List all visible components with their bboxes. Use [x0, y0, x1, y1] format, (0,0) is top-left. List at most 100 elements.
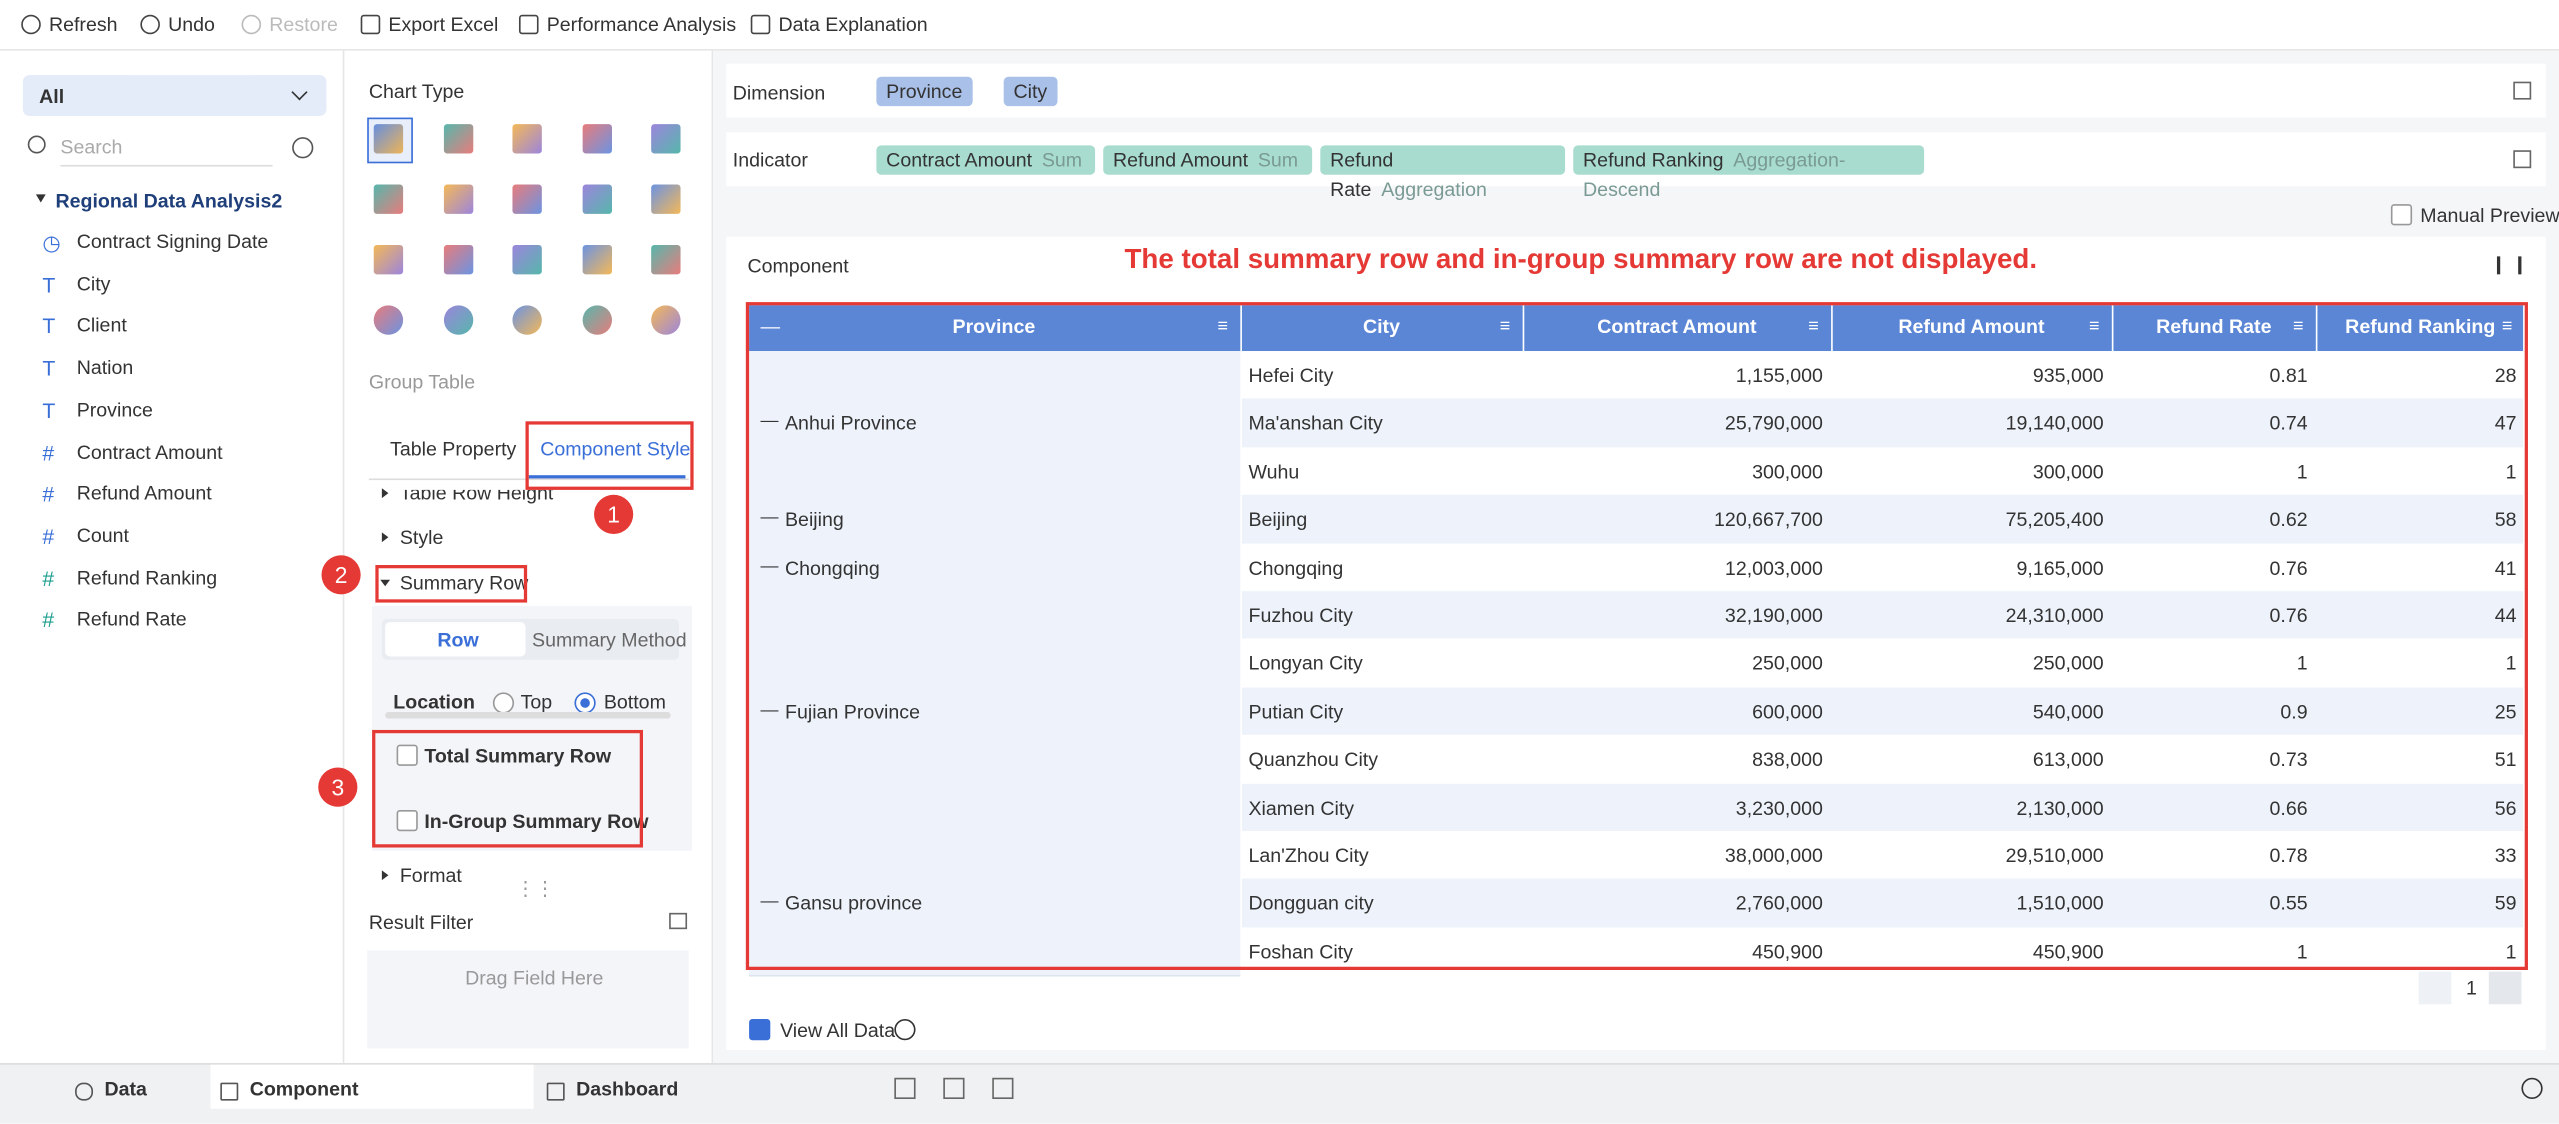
checkbox[interactable] [2390, 204, 2413, 226]
add-icon[interactable] [894, 1077, 916, 1100]
collapse-button[interactable] [2521, 1077, 2543, 1100]
toolbar-button[interactable]: Data Explanation [778, 13, 928, 36]
search-input[interactable]: Search [60, 136, 273, 167]
column-header[interactable]: City [1362, 315, 1400, 339]
section-title: Chart Type [368, 80, 465, 103]
chart-type-icon[interactable] [443, 124, 473, 154]
chart-type-icon[interactable] [443, 305, 473, 335]
table-cell: Fuzhou City [1248, 604, 1353, 628]
chart-type-icon[interactable] [443, 184, 473, 214]
chart-type-icon[interactable] [373, 305, 404, 335]
subtab-active [385, 622, 526, 657]
column-header[interactable]: Refund Rate [2156, 315, 2272, 339]
province-name: Fujian Province [784, 700, 920, 724]
chart-type-icon[interactable] [651, 244, 681, 275]
column-header[interactable]: Refund Ranking [2345, 315, 2496, 339]
toolbar-button[interactable]: Performance Analysis [546, 13, 737, 36]
dimension-chip[interactable]: City [1003, 76, 1058, 107]
field-name[interactable]: Refund Amount [76, 482, 212, 505]
field-icon: # [42, 607, 55, 633]
chart-type-icon[interactable] [512, 244, 542, 275]
field-name[interactable]: Nation [76, 356, 134, 380]
add-icon[interactable] [992, 1077, 1014, 1100]
bottom-tab[interactable]: Data [104, 1077, 147, 1101]
section-header[interactable]: Summary Row [399, 571, 529, 595]
subtab[interactable]: Row [437, 628, 479, 652]
table-row [1241, 687, 2524, 736]
section-header[interactable]: Style [399, 525, 444, 549]
page-next[interactable] [2488, 971, 2522, 1005]
field-name[interactable]: Contract Amount [76, 440, 223, 463]
table-cell: 838,000 [1752, 748, 1823, 772]
sort-icon: ≡ [2088, 316, 2100, 337]
chart-type-icon[interactable] [373, 184, 404, 214]
chart-type-icon[interactable] [581, 124, 612, 154]
table-cell: 25 [2494, 700, 2517, 724]
field-name[interactable]: Refund Ranking [76, 565, 218, 589]
chart-type-icon[interactable] [373, 124, 404, 154]
field-selector[interactable] [22, 75, 327, 116]
indicator-chip[interactable]: Contract Amount Sum [876, 145, 1096, 175]
table-cell: Beijing [1248, 508, 1308, 532]
page-prev[interactable] [2418, 971, 2452, 1005]
table-cell: 1 [2505, 940, 2517, 964]
bottom-tab[interactable]: Dashboard [576, 1077, 679, 1101]
field-name[interactable]: Province [76, 398, 153, 421]
chart-type-icon[interactable] [373, 244, 404, 275]
toolbar-button[interactable]: Restore [269, 13, 338, 36]
field-icon: T [42, 272, 56, 297]
chart-type-icon[interactable] [581, 184, 612, 214]
column-header[interactable]: Province [952, 315, 1036, 339]
table-redbox [745, 302, 2528, 971]
chart-type-icon[interactable] [512, 124, 542, 154]
indicator-agg: Sum [1257, 148, 1299, 172]
radio[interactable] [574, 692, 596, 714]
field-name[interactable]: Count [76, 524, 129, 547]
column-header[interactable]: Contract Amount [1597, 315, 1757, 339]
table-cell: 25,790,000 [1724, 412, 1823, 436]
field-name[interactable]: Refund Rate [76, 607, 187, 631]
field-name[interactable]: Client [76, 314, 127, 338]
collapse-icon[interactable]: — [760, 508, 779, 528]
radio[interactable] [492, 692, 515, 714]
subtab[interactable]: Summary Method [532, 628, 687, 652]
tree-caret [35, 194, 46, 203]
toolbar-button[interactable]: Refresh [48, 13, 118, 36]
dataset-name: Regional Data Analysis2 [55, 189, 283, 213]
section-header[interactable]: Table Row Height [399, 481, 554, 505]
chart-type-icon[interactable] [651, 184, 681, 214]
indicator-chip[interactable]: Refund Amount Sum [1103, 145, 1313, 175]
chart-type-icon[interactable] [651, 305, 681, 335]
indicator-chip[interactable]: Refund Ranking Aggregation-Descend [1573, 145, 1925, 201]
chart-type-icon[interactable] [443, 244, 473, 275]
collapse-icon[interactable]: — [760, 556, 779, 576]
collapse-icon[interactable]: — [760, 892, 779, 912]
chart-type-icon[interactable] [581, 305, 612, 335]
tab[interactable]: Component Style [540, 437, 691, 461]
dimension-chip[interactable]: Province [876, 76, 973, 107]
toolbar-button[interactable]: Export Excel [388, 13, 499, 36]
chart-type-icon[interactable] [512, 184, 542, 214]
field-name[interactable]: City [76, 272, 111, 296]
column-header[interactable]: Refund Amount [1898, 315, 2045, 339]
chart-type-icon[interactable] [512, 305, 542, 335]
collapse-icon[interactable]: — [760, 700, 779, 720]
add-icon[interactable] [943, 1077, 965, 1100]
checkbox[interactable] [749, 1018, 771, 1041]
toolbar-button[interactable]: Undo [168, 13, 215, 36]
table-header [749, 305, 2524, 352]
section-header[interactable]: Format [399, 863, 462, 887]
sort-icon: ≡ [2292, 316, 2304, 337]
checkbox[interactable] [396, 809, 418, 832]
table-cell: Lan'Zhou City [1248, 844, 1369, 868]
checkbox[interactable] [396, 744, 418, 766]
chart-type-icon[interactable] [651, 124, 681, 154]
chart-type-icon[interactable] [581, 244, 612, 275]
tab[interactable]: Table Property [390, 437, 517, 461]
table-cell: 450,900 [2032, 940, 2104, 964]
field-name[interactable]: Contract Signing Date [76, 230, 269, 254]
bottom-tab[interactable]: Component [249, 1077, 359, 1101]
collapse-icon[interactable]: — [760, 412, 779, 432]
indicator-chip[interactable]: Refund Rate Aggregation [1320, 145, 1566, 201]
indicator-name: Refund Rate [1330, 148, 1394, 201]
